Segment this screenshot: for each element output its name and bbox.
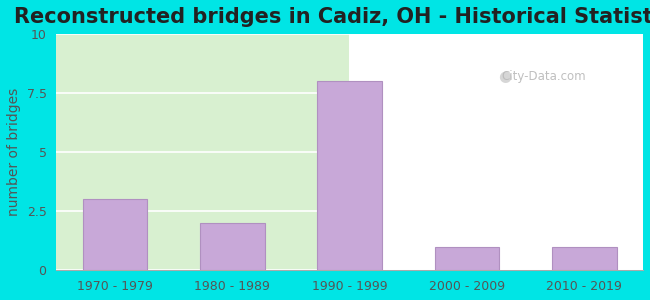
Text: City-Data.com: City-Data.com — [501, 70, 586, 83]
Bar — [83, 200, 147, 270]
Text: ●: ● — [499, 69, 512, 84]
Bar — [552, 247, 617, 270]
Y-axis label: number of bridges: number of bridges — [7, 88, 21, 216]
Bar — [200, 223, 265, 270]
Bar — [435, 247, 499, 270]
Title: Reconstructed bridges in Cadiz, OH - Historical Statistics: Reconstructed bridges in Cadiz, OH - His… — [14, 7, 650, 27]
Bar — [317, 81, 382, 270]
